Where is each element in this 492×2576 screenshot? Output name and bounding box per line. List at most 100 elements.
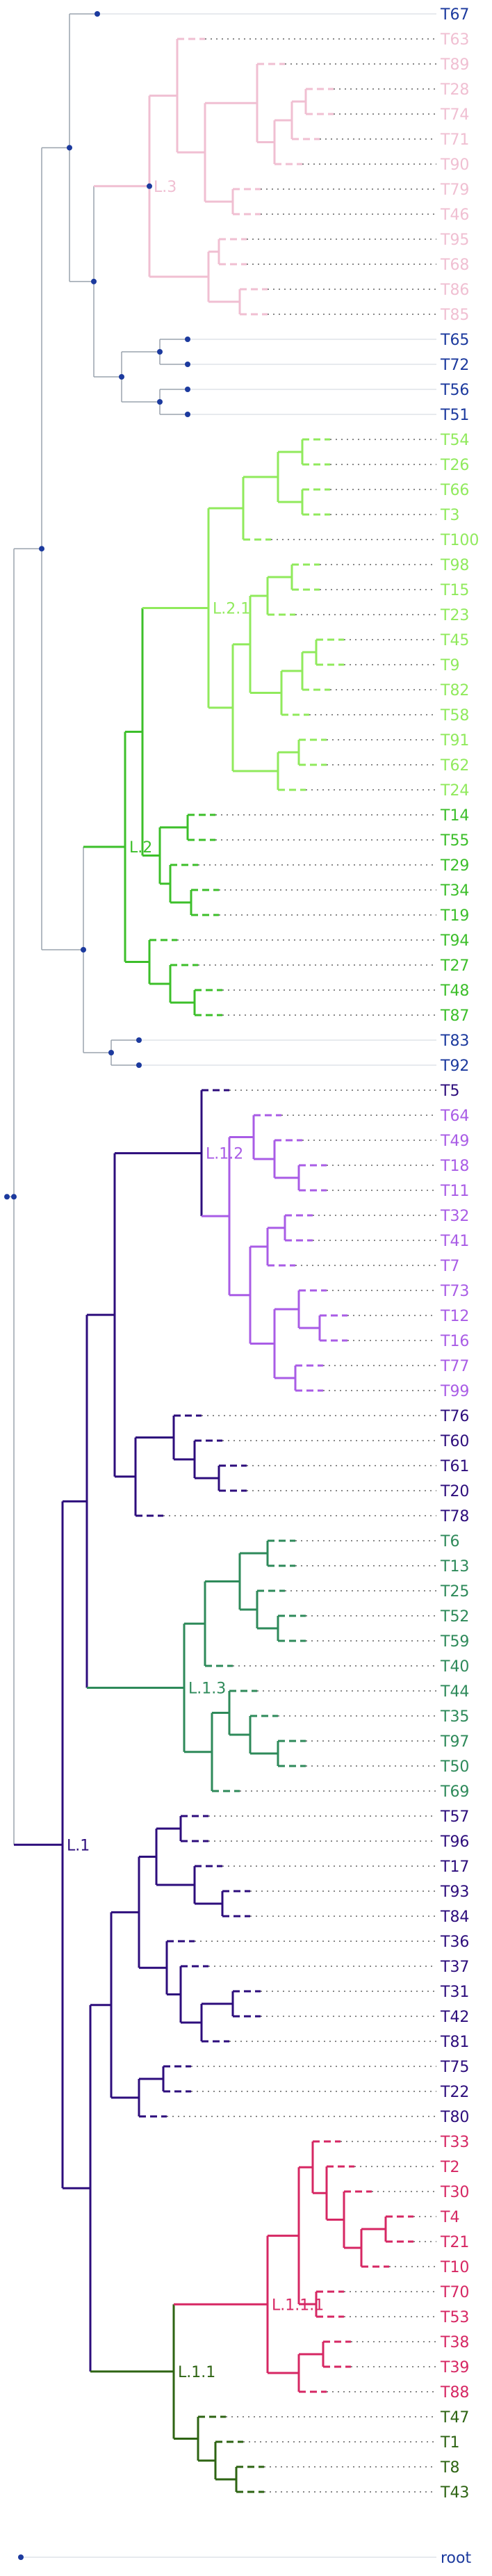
leaf-label: T55 [440,832,469,850]
leaf-label: T46 [440,206,469,224]
leaf-label: T100 [440,532,479,549]
leaf-label: T79 [440,181,469,199]
leaf-label: T15 [440,582,469,599]
leaf-label: T54 [440,432,469,449]
leaf-labels: T67 T63 T89 T28 T74 T71 T90 T79 T46 T95 T68 T86 T85 T… [440,6,479,2502]
leaf-label: T5 [440,1083,459,1100]
node-dot [147,183,152,189]
leaf-label: T19 [440,907,469,925]
leaf-label: T14 [440,807,469,825]
leaf-label: T96 [440,1833,469,1851]
leaf-label: T25 [440,1583,469,1601]
leaf-label: T83 [440,1032,469,1050]
leaf-label: T45 [440,632,469,649]
leaf-label: T26 [440,457,469,474]
leaf-label: T1 [440,2434,459,2452]
leaf-label: T18 [440,1158,469,1175]
leaf-label: T17 [440,1858,469,1876]
leaf-label: T2 [440,2159,459,2176]
leaf-label: T85 [440,307,469,324]
leaf-label: T53 [440,2309,469,2326]
leaf-label: T67 [440,6,469,24]
leaf-label: T29 [440,857,469,875]
tip-guide-lines [21,13,436,2558]
leaf-label: T31 [440,1984,469,2001]
leaf-label: T13 [440,1558,469,1575]
node-dot [91,278,97,284]
leaf-label: T93 [440,1884,469,1901]
leaf-label: T32 [440,1208,469,1225]
leaf-label: T80 [440,2109,469,2126]
leaf-label: T52 [440,1608,469,1626]
leaf-label: T84 [440,1909,469,1926]
leaf-label: T77 [440,1358,469,1375]
leaf-label: T65 [440,332,469,349]
leaf-label: T34 [440,882,469,900]
leaf-label: T58 [440,707,469,724]
clade-label: L.3 [154,179,177,196]
leaf-label: T4 [440,2209,459,2226]
leaf-label: T59 [440,1633,469,1651]
node-dot [157,349,163,355]
leaf-label: T82 [440,682,469,699]
node-dot [157,399,163,405]
leaf-label: T11 [440,1183,469,1200]
leaf-label: T37 [440,1959,469,1976]
clade-label: L.1 [67,1837,90,1854]
node-dot [11,1194,17,1200]
leaf-label: T61 [440,1458,469,1475]
leaf-label: T28 [440,81,469,99]
leaf-label: T76 [440,1408,469,1425]
root-dot [4,1194,10,1200]
leaf-label: T92 [440,1058,469,1075]
leaf-label: T99 [440,1383,469,1400]
leaf-label: T71 [440,131,469,149]
node-dot [119,374,124,380]
tip-dot [185,337,190,342]
leaf-label: T63 [440,31,469,49]
leaf-label: T90 [440,156,469,174]
leaf-label: T64 [440,1108,469,1125]
leaf-label: T9 [440,657,459,674]
leaf-label: T3 [440,507,459,524]
leaf-label: T8 [440,2459,459,2477]
leaf-label: T62 [440,757,469,775]
leaf-label: T57 [440,1808,469,1826]
leaf-label: T50 [440,1758,469,1776]
node-dot [39,546,44,552]
leaf-label: T60 [440,1433,469,1450]
leaf-label: T87 [440,1007,469,1025]
leaf-label: T69 [440,1783,469,1801]
leaf-label: T86 [440,282,469,299]
leaf-label: T30 [440,2184,469,2201]
leaf-label: T81 [440,2034,469,2051]
leaf-label: T35 [440,1708,469,1726]
leaf-label: T95 [440,232,469,249]
leaf-label: T39 [440,2359,469,2376]
leaf-label: T94 [440,932,469,950]
tree-nodes [4,11,190,2560]
leaf-label: T70 [440,2284,469,2301]
leaf-label: T91 [440,732,469,750]
leaf-label: T51 [440,407,469,424]
leaf-label: T33 [440,2134,469,2151]
leaf-label: T36 [440,1934,469,1951]
clade-label: L.1.2 [206,1146,243,1163]
leaf-label: T88 [440,2384,469,2401]
node-dot [108,1050,114,1055]
leaf-label: T21 [440,2234,469,2251]
leaf-label: T74 [440,106,469,124]
leaf-label: T7 [440,1258,459,1275]
leaf-label: T56 [440,382,469,399]
clade-label: L.2 [129,839,152,857]
leaf-label: T47 [440,2409,469,2427]
leaf-label: T10 [440,2259,469,2276]
root-label: root [441,2550,471,2567]
leaf-label: T20 [440,1483,469,1500]
leaf-label: T12 [440,1308,469,1325]
tip-dot [95,11,100,17]
leaf-label: T43 [440,2484,469,2502]
leaf-label: T41 [440,1233,469,1250]
leaf-label: T78 [440,1508,469,1525]
